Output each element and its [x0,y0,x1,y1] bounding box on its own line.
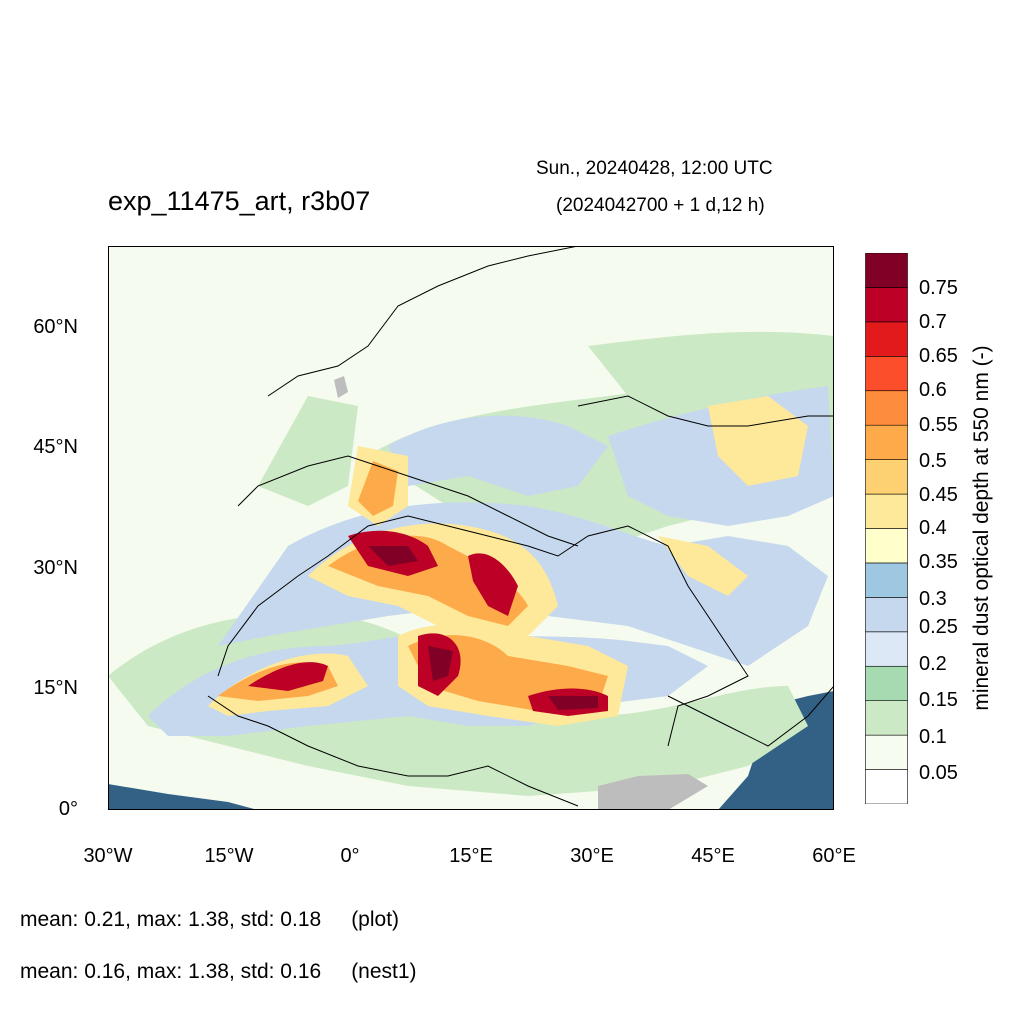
lat-tick-label: 30°N [33,557,78,579]
plot-title: exp_11475_art, r3b07 [108,186,371,216]
colorbar-label: 0.2 [919,653,947,675]
colorbar-label: 0.15 [919,689,958,711]
colorbar-label: 0.7 [919,311,947,333]
colorbar-label: 0.55 [919,414,958,436]
colorbar-title: mineral dust optical depth at 550 nm (-) [970,345,993,711]
colorbar-label: 0.65 [919,345,958,367]
colorbar-swatch [865,459,908,495]
coastlines [207,246,834,807]
colorbar-swatch [865,321,908,357]
colorbar-label: 0.05 [919,762,958,784]
colorbar-label: 0.6 [919,379,947,401]
dust-map [108,246,834,810]
lon-tick-label: 45°E [691,845,735,867]
lon-tick-label: 15°E [449,845,493,867]
stats-plot: mean: 0.21, max: 1.38, std: 0.18 (plot) [20,908,399,932]
colorbar-swatch [865,665,908,701]
colorbar-swatch [865,562,908,598]
stats-nest1-text: mean: 0.16, max: 1.38, std: 0.16 [20,960,322,983]
colorbar-swatch [865,769,908,804]
lat-tick-label: 45°N [33,436,78,458]
colorbar-swatch [865,253,908,288]
colorbar-swatch [865,528,908,564]
colorbar-swatch [865,493,908,529]
colorbar-swatch [865,287,908,323]
lon-tick-label: 15°W [204,845,254,867]
colorbar-swatch [865,390,908,426]
colorbar-label: 0.5 [919,450,947,472]
dust-layer-max [368,546,598,710]
map-frame [108,246,834,810]
lon-tick-label: 60°E [812,845,856,867]
colorbar-swatch [865,700,908,736]
colorbar-label: 0.75 [919,277,958,299]
stats-plot-text: mean: 0.21, max: 1.38, std: 0.18 [20,908,322,931]
colorbar-swatch [865,597,908,633]
stats-plot-tag: (plot) [351,908,400,931]
missing-data [334,376,708,810]
colorbar-label: 0.25 [919,616,958,638]
lat-tick-label: 15°N [33,677,78,699]
lon-tick-label: 30°E [570,845,614,867]
colorbar-swatch [865,356,908,392]
colorbar-label: 0.3 [919,588,947,610]
stats-nest1-tag: (nest1) [351,960,417,983]
lat-tick-label: 0° [58,798,78,820]
colorbar-label: 0.35 [919,551,958,573]
colorbar-label: 0.45 [919,484,958,506]
forecast-time: (2024042700 + 1 d,12 h) [556,195,765,216]
colorbar-label: 0.4 [919,517,947,539]
valid-time: Sun., 20240428, 12:00 UTC [536,158,773,179]
lon-tick-label: 30°W [83,845,133,867]
lat-tick-label: 60°N [33,316,78,338]
lon-tick-label: 0° [340,845,360,867]
colorbar-label: 0.1 [919,726,947,748]
colorbar-swatch [865,631,908,667]
colorbar [865,253,908,804]
colorbar-swatch [865,734,908,770]
colorbar-swatch [865,424,908,460]
stats-nest1: mean: 0.16, max: 1.38, std: 0.16 (nest1) [20,960,417,984]
